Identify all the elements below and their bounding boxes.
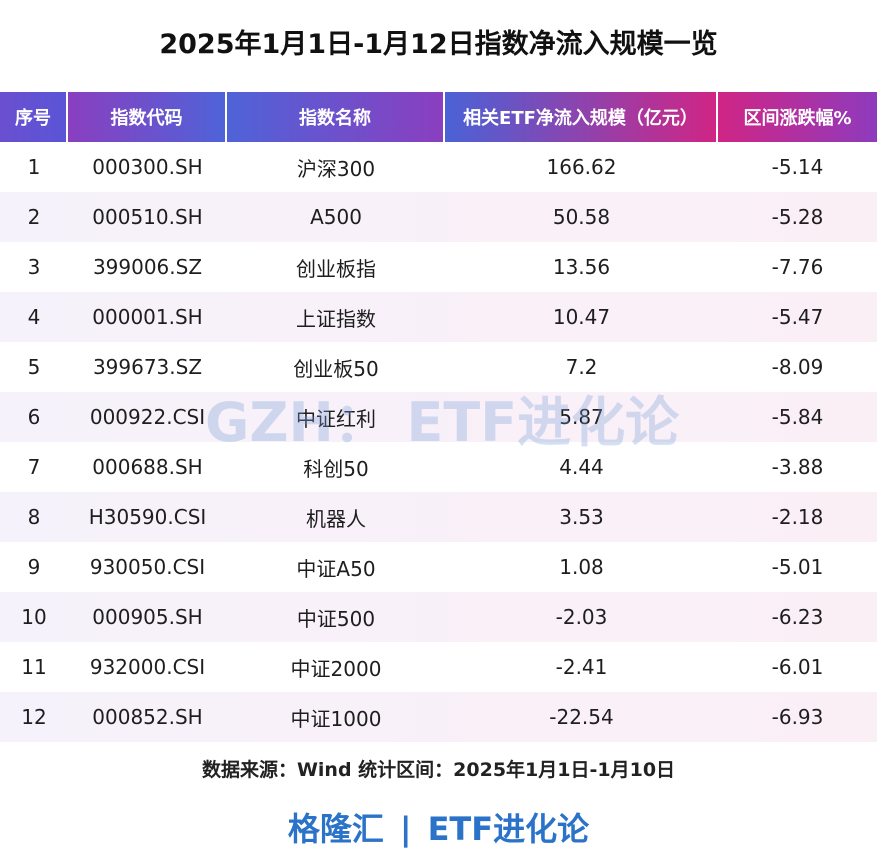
table-row: 4 000001.SH 上证指数 10.47 -5.47 <box>0 292 877 342</box>
table-cell: 000001.SH <box>92 305 203 329</box>
table-cell: -5.84 <box>771 405 824 429</box>
table-cell: 3 <box>27 255 41 279</box>
table-cell: 中证500 <box>296 606 376 631</box>
table-cell: 机器人 <box>306 506 366 531</box>
table-cell: -5.01 <box>771 555 824 579</box>
footer: 格隆汇 | ETF进化论 <box>0 804 877 850</box>
table-row: 10 000905.SH 中证500 -2.03 -6.23 <box>0 592 877 642</box>
table-cell: 5 <box>27 355 41 379</box>
table-cell: 399006.SZ <box>92 255 203 279</box>
table-cell: 1 <box>27 155 41 179</box>
table: 序号 指数代码 指数名称 相关ETF净流入规模（亿元） 区间涨跌幅% 1 000300.SH… <box>0 92 877 742</box>
table-cell: 上证指数 <box>296 306 376 331</box>
table-cell: -22.54 <box>549 705 614 729</box>
table-cell: -7.76 <box>771 255 824 279</box>
table-row: 8 H30590.CSI 机器人 3.53 -2.18 <box>0 492 877 542</box>
table-cell: 9 <box>27 555 41 579</box>
table-cell: 000300.SH <box>92 155 203 179</box>
table-row: 5 399673.SZ 创业板50 7.2 -8.09 <box>0 342 877 392</box>
brand: 格隆汇 <box>287 810 384 848</box>
table-cell: -3.88 <box>771 455 824 479</box>
table-cell: -8.09 <box>771 355 824 379</box>
table-cell: 6 <box>27 405 41 429</box>
table-cell: 12 <box>21 705 47 729</box>
table-cell: A500 <box>310 205 362 229</box>
table-cell: 3.53 <box>559 505 604 529</box>
table-cell: -6.93 <box>771 705 824 729</box>
column-header: 指数代码 <box>68 92 227 142</box>
table-cell: 50.58 <box>552 205 611 229</box>
table-cell: 创业板指 <box>296 256 376 281</box>
table-cell: -5.47 <box>771 305 824 329</box>
table-cell: 7.2 <box>565 355 598 379</box>
table-cell: 中证1000 <box>290 706 382 731</box>
table-cell: 8 <box>27 505 41 529</box>
account: ETF进化论 <box>427 810 590 848</box>
table-cell: -2.18 <box>771 505 824 529</box>
table-row: 12 000852.SH 中证1000 -22.54 -6.93 <box>0 692 877 742</box>
table-cell: -5.14 <box>771 155 824 179</box>
table-row: 7 000688.SH 科创50 4.44 -3.88 <box>0 442 877 492</box>
table-cell: 000922.CSI <box>89 405 206 429</box>
column-header: 相关ETF净流入规模（亿元） <box>445 92 718 142</box>
table-row: 11 932000.CSI 中证2000 -2.41 -6.01 <box>0 642 877 692</box>
table-cell: 中证A50 <box>296 556 376 581</box>
table-cell: -2.41 <box>555 655 608 679</box>
column-header: 区间涨跌幅% <box>718 92 877 142</box>
table-cell: 7 <box>27 455 41 479</box>
table-cell: 中证2000 <box>290 656 382 681</box>
column-header: 序号 <box>0 92 68 142</box>
table-cell: -6.01 <box>771 655 824 679</box>
table-cell: 166.62 <box>546 155 617 179</box>
table-row: 1 000300.SH 沪深300 166.62 -5.14 <box>0 142 877 192</box>
table-cell: 000510.SH <box>92 205 203 229</box>
table-cell: 5.87 <box>559 405 604 429</box>
table-cell: 399673.SZ <box>92 355 203 379</box>
table-cell: -2.03 <box>555 605 608 629</box>
table-cell: 沪深300 <box>296 156 376 181</box>
table-cell: 000852.SH <box>92 705 203 729</box>
table-cell: 10.47 <box>552 305 611 329</box>
table-cell: 科创50 <box>303 456 369 481</box>
table-cell: 11 <box>21 655 47 679</box>
column-header: 指数名称 <box>227 92 445 142</box>
watermark: GZH： ETF进化论 <box>205 391 680 454</box>
table-row: 3 399006.SZ 创业板指 13.56 -7.76 <box>0 242 877 292</box>
table-cell: 10 <box>21 605 47 629</box>
table-cell: 4.44 <box>559 455 604 479</box>
table-cell: 1.08 <box>559 555 604 579</box>
table-cell: H30590.CSI <box>88 505 207 529</box>
table-cell: -5.28 <box>771 205 824 229</box>
table-cell: 000688.SH <box>92 455 203 479</box>
source-note: 数据来源：Wind 统计区间：2025年1月1日-1月10日 <box>201 759 676 781</box>
table-row: 9 930050.CSI 中证A50 1.08 -5.01 <box>0 542 877 592</box>
separator: | <box>399 810 412 848</box>
header-row: 序号 指数代码 指数名称 相关ETF净流入规模（亿元） 区间涨跌幅% <box>0 92 877 142</box>
title: 2025年1月1日-1月12日指数净流入规模一览 <box>159 29 718 60</box>
table-cell: 000905.SH <box>92 605 203 629</box>
table-cell: 创业板50 <box>293 356 379 381</box>
table-row: 2 000510.SH A500 50.58 -5.28 <box>0 192 877 242</box>
table-cell: 13.56 <box>552 255 611 279</box>
table-cell: 4 <box>27 305 41 329</box>
table-cell: -6.23 <box>771 605 824 629</box>
table-cell: 932000.CSI <box>89 655 206 679</box>
table-cell: 2 <box>27 205 41 229</box>
table-cell: 中证红利 <box>296 406 376 431</box>
table-cell: 930050.CSI <box>89 555 206 579</box>
table-row: 6 000922.CSI 中证红利 5.87 -5.84 <box>0 392 877 442</box>
